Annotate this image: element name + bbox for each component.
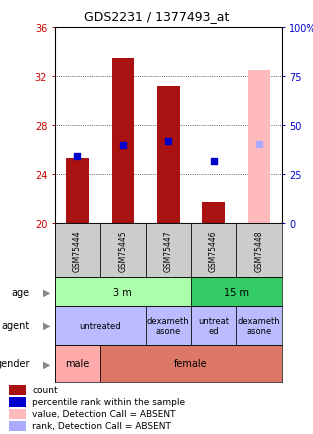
Text: untreated: untreated (80, 321, 121, 330)
Text: 3 m: 3 m (114, 287, 132, 297)
Text: female: female (174, 358, 208, 368)
Text: count: count (32, 385, 58, 395)
Text: GSM75444: GSM75444 (73, 230, 82, 271)
Text: 15 m: 15 m (224, 287, 249, 297)
Text: male: male (65, 358, 90, 368)
Bar (191, 306, 236, 345)
Text: GSM75448: GSM75448 (254, 230, 264, 271)
Bar (236, 306, 282, 345)
Point (256, 141, 261, 148)
Bar (248, 71, 270, 224)
Bar (100, 224, 146, 278)
Text: GSM75445: GSM75445 (118, 230, 127, 271)
Bar (191, 224, 236, 278)
Text: age: age (12, 287, 30, 297)
Bar (55, 224, 100, 278)
Text: dexameth
asone: dexameth asone (238, 316, 280, 335)
Point (120, 142, 125, 149)
Text: percentile rank within the sample: percentile rank within the sample (32, 398, 185, 407)
Text: GSM75447: GSM75447 (164, 230, 173, 271)
Bar (111, 59, 134, 224)
Text: rank, Detection Call = ABSENT: rank, Detection Call = ABSENT (32, 421, 171, 431)
Bar (55, 345, 100, 382)
Bar (146, 224, 191, 278)
Text: gender: gender (0, 358, 30, 368)
Bar (9, 397, 26, 407)
Bar (9, 409, 26, 419)
Text: agent: agent (2, 321, 30, 330)
Bar (157, 87, 180, 224)
Bar (100, 345, 282, 382)
Text: value, Detection Call = ABSENT: value, Detection Call = ABSENT (32, 409, 176, 418)
Bar (191, 278, 282, 306)
Bar (202, 203, 225, 224)
Point (211, 158, 216, 165)
Text: ▶: ▶ (43, 287, 51, 297)
Point (75, 153, 80, 160)
Bar (146, 306, 191, 345)
Bar (9, 385, 26, 395)
Bar (236, 224, 282, 278)
Bar (66, 159, 89, 224)
Bar (9, 421, 26, 431)
Bar (55, 278, 191, 306)
Text: GSM75446: GSM75446 (209, 230, 218, 271)
Text: dexameth
asone: dexameth asone (147, 316, 190, 335)
Point (166, 138, 171, 145)
Bar (55, 306, 146, 345)
Text: untreat
ed: untreat ed (198, 316, 229, 335)
Text: ▶: ▶ (43, 321, 51, 330)
Text: ▶: ▶ (43, 358, 51, 368)
Text: GDS2231 / 1377493_at: GDS2231 / 1377493_at (84, 10, 229, 23)
